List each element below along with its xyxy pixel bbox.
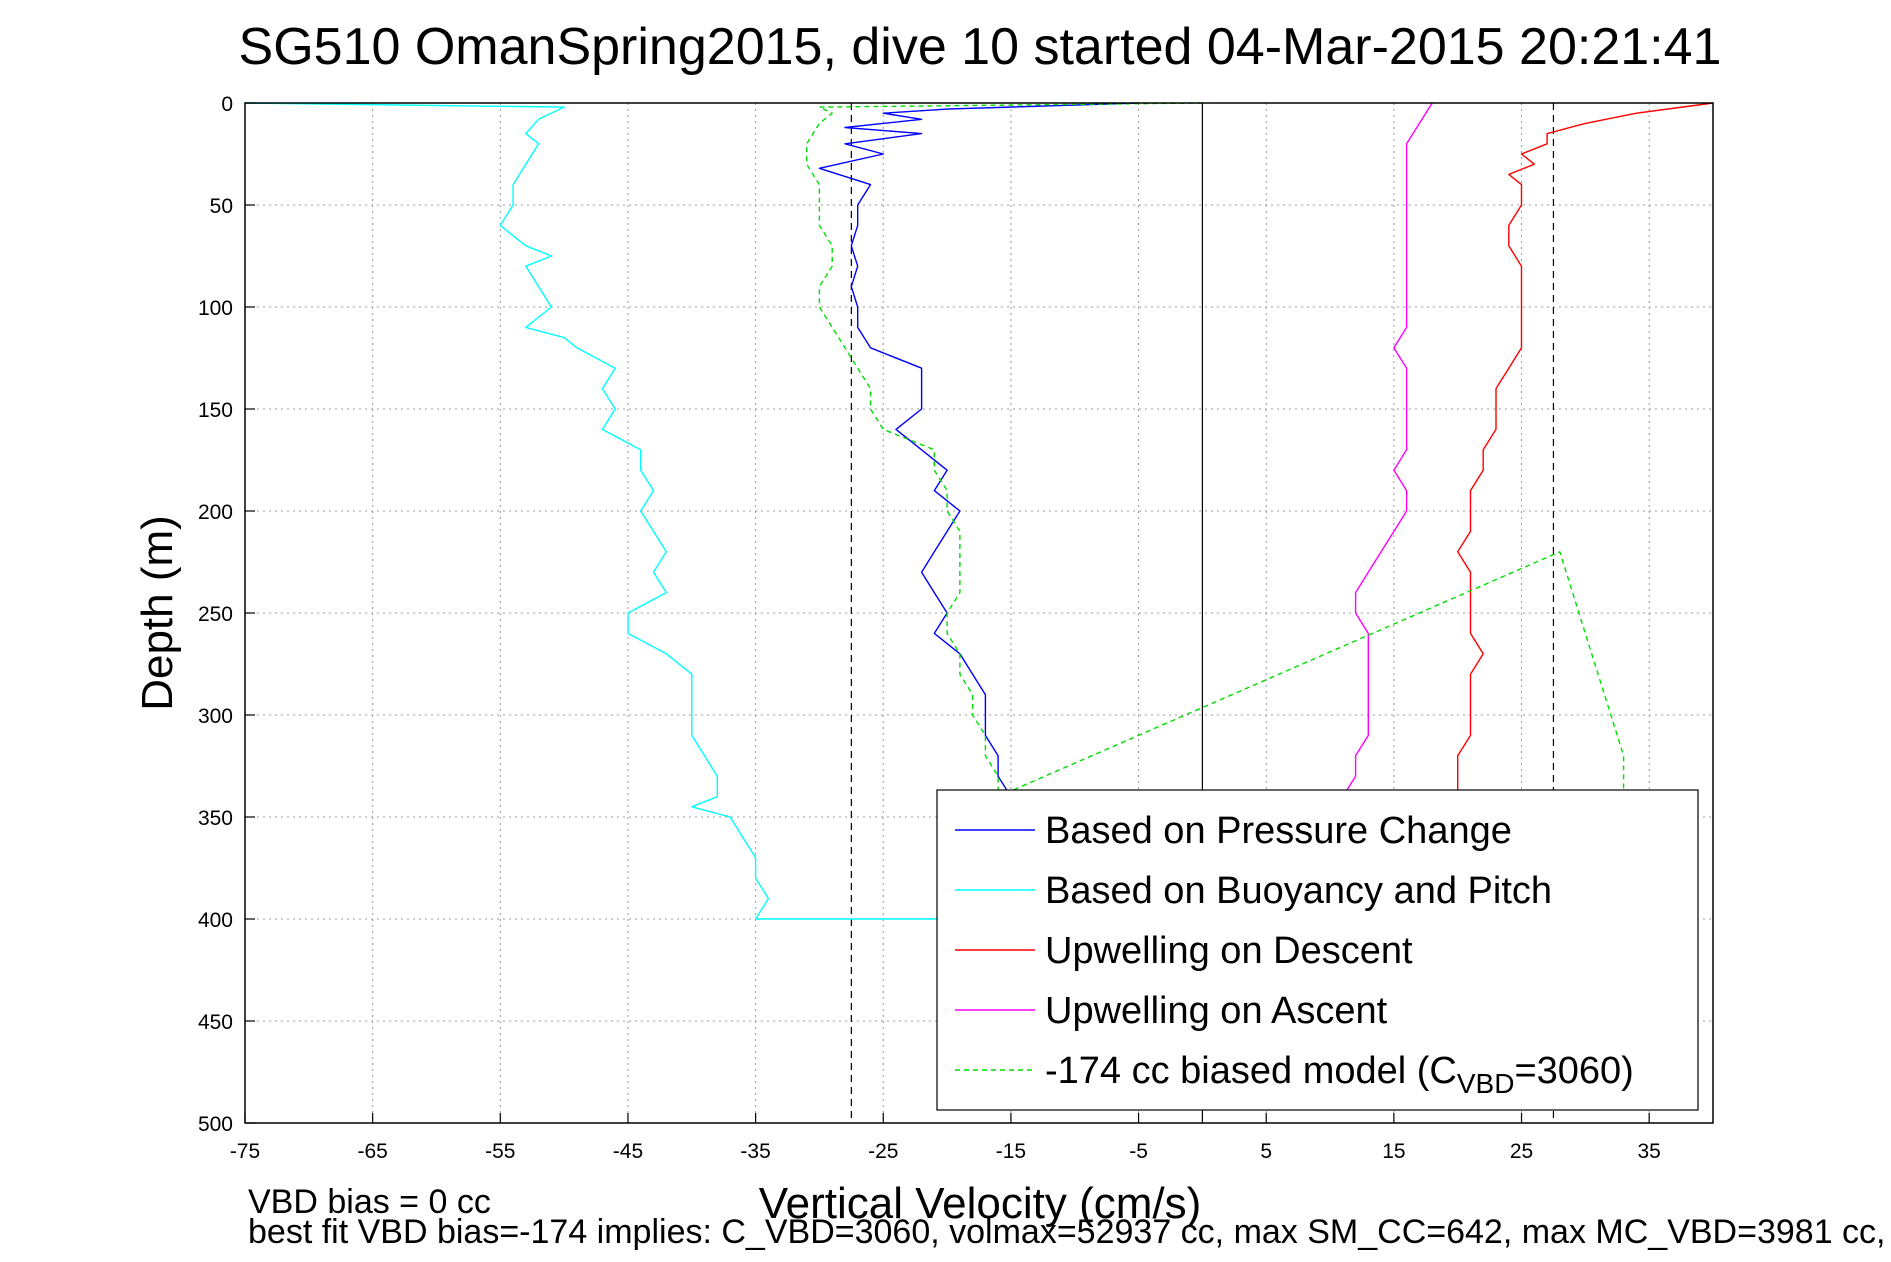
x-tick-label: -5 — [1129, 1140, 1148, 1163]
legend-label: -174 cc biased model (CVBD=3060) — [1045, 1050, 1634, 1099]
footer-line-1: VBD bias = 0 cc — [248, 1183, 491, 1221]
x-tick-label: -75 — [230, 1140, 260, 1163]
y-tick-label: 0 — [221, 93, 233, 116]
y-tick-label: 400 — [198, 909, 233, 932]
legend-label: Upwelling on Descent — [1045, 930, 1413, 972]
y-tick-label: 200 — [198, 501, 233, 524]
x-tick-label: 35 — [1637, 1140, 1660, 1163]
x-tick-label: 25 — [1510, 1140, 1533, 1163]
x-tick-label: -65 — [357, 1140, 387, 1163]
legend-label: Based on Buoyancy and Pitch — [1045, 870, 1552, 912]
legend-label: Upwelling on Ascent — [1045, 990, 1388, 1032]
series-layer — [244, 102, 1714, 920]
x-tick-label: -25 — [868, 1140, 898, 1163]
series-line — [244, 102, 1011, 920]
legend-box — [936, 789, 1699, 1111]
y-tick-label: 500 — [198, 1113, 233, 1136]
y-tick-label: 350 — [198, 807, 233, 830]
x-tick-label: -45 — [613, 1140, 643, 1163]
x-tick-label: 5 — [1260, 1140, 1272, 1163]
series-line — [806, 102, 1625, 798]
series-line — [1342, 102, 1433, 797]
x-tick-label: 15 — [1382, 1140, 1405, 1163]
footer-line-2: best fit VBD bias=-174 implies: C_VBD=30… — [248, 1213, 1891, 1251]
x-tick-label: -55 — [485, 1140, 515, 1163]
x-tick-label: -35 — [740, 1140, 770, 1163]
y-tick-label: 300 — [198, 705, 233, 728]
y-tick-label: 250 — [198, 603, 233, 626]
y-ticks: 0 50 100 150 200 250 300 350 400 450 500 — [198, 93, 255, 1136]
chart-title: SG510 OmanSpring2015, dive 10 started 04… — [239, 18, 1722, 76]
y-axis-label: Depth (m) — [133, 515, 182, 711]
x-tick-label: -15 — [996, 1140, 1026, 1163]
y-tick-label: 150 — [198, 399, 233, 422]
legend-label: Based on Pressure Change — [1045, 810, 1512, 852]
series-line — [818, 102, 1139, 797]
y-tick-label: 100 — [198, 297, 233, 320]
series-line — [1456, 102, 1714, 797]
x-axis-label: Vertical Velocity (cm/s) — [759, 1179, 1202, 1228]
legend: Based on Pressure Change Based on Buoyanc… — [936, 789, 1699, 1111]
y-tick-label: 450 — [198, 1011, 233, 1034]
x-ticks: -75 -65 -55 -45 -35 -25 -15 -5 5 15 25 35 — [230, 1113, 1661, 1163]
y-tick-label: 50 — [210, 195, 233, 218]
